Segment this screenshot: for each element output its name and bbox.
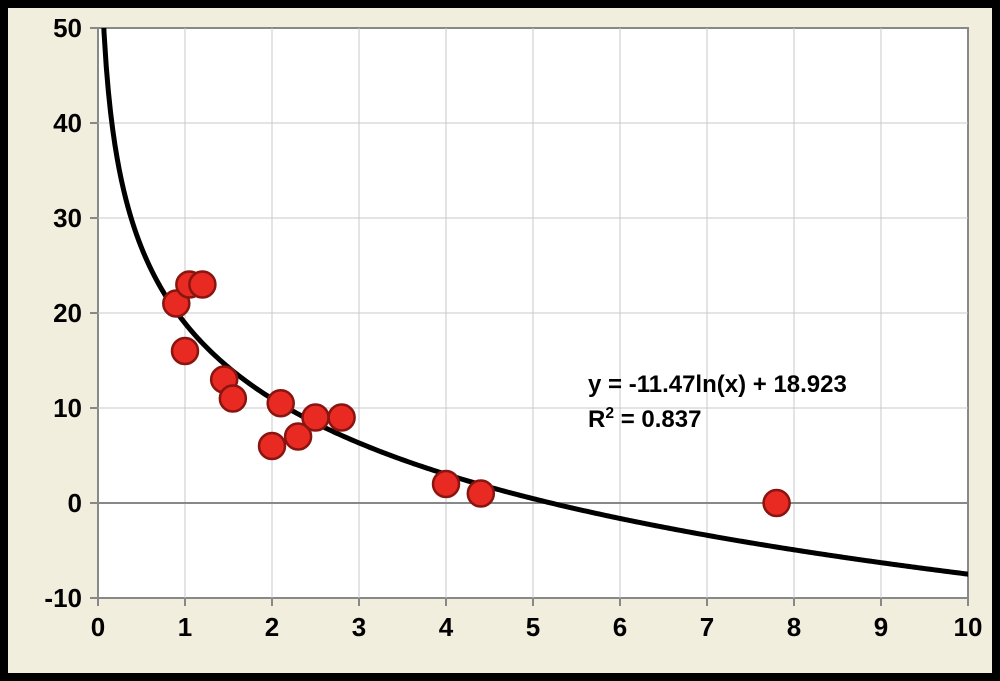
x-tick-label: 10 [954, 612, 983, 642]
data-point [303, 405, 329, 431]
chart-container: { "chart": { "type": "scatter-with-fit",… [0, 0, 1000, 681]
x-tick-label: 4 [439, 612, 454, 642]
y-tick-label: 40 [53, 108, 82, 138]
data-point [764, 490, 790, 516]
data-point [329, 405, 355, 431]
data-point [259, 433, 285, 459]
y-tick-label: 30 [53, 203, 82, 233]
x-tick-label: 8 [787, 612, 801, 642]
y-tick-label: 0 [68, 488, 82, 518]
data-point [220, 386, 246, 412]
data-point [433, 471, 459, 497]
scatter-chart: 0 1 2 3 4 5 6 7 8 9 10 -10 0 10 20 30 40 50 [8, 8, 992, 673]
x-tick-label: 0 [91, 612, 105, 642]
data-point [468, 481, 494, 507]
x-tick-label: 6 [613, 612, 627, 642]
data-point [172, 338, 198, 364]
y-tick-label: -10 [44, 583, 82, 613]
data-point [268, 390, 294, 416]
x-tick-label: 7 [700, 612, 714, 642]
y-tick-label: 50 [53, 13, 82, 43]
x-tick-label: 2 [265, 612, 279, 642]
fit-equation: y = -11.47ln(x) + 18.923 R2 = 0.837 [588, 368, 928, 438]
y-tick-label: 10 [53, 393, 82, 423]
x-tick-label: 5 [526, 612, 540, 642]
x-tick-label: 3 [352, 612, 366, 642]
y-tick-label: 20 [53, 298, 82, 328]
data-point [189, 272, 215, 298]
x-tick-label: 1 [178, 612, 192, 642]
equation-line2: R2 = 0.837 [588, 403, 928, 438]
equation-line1: y = -11.47ln(x) + 18.923 [588, 368, 928, 403]
x-tick-label: 9 [874, 612, 888, 642]
